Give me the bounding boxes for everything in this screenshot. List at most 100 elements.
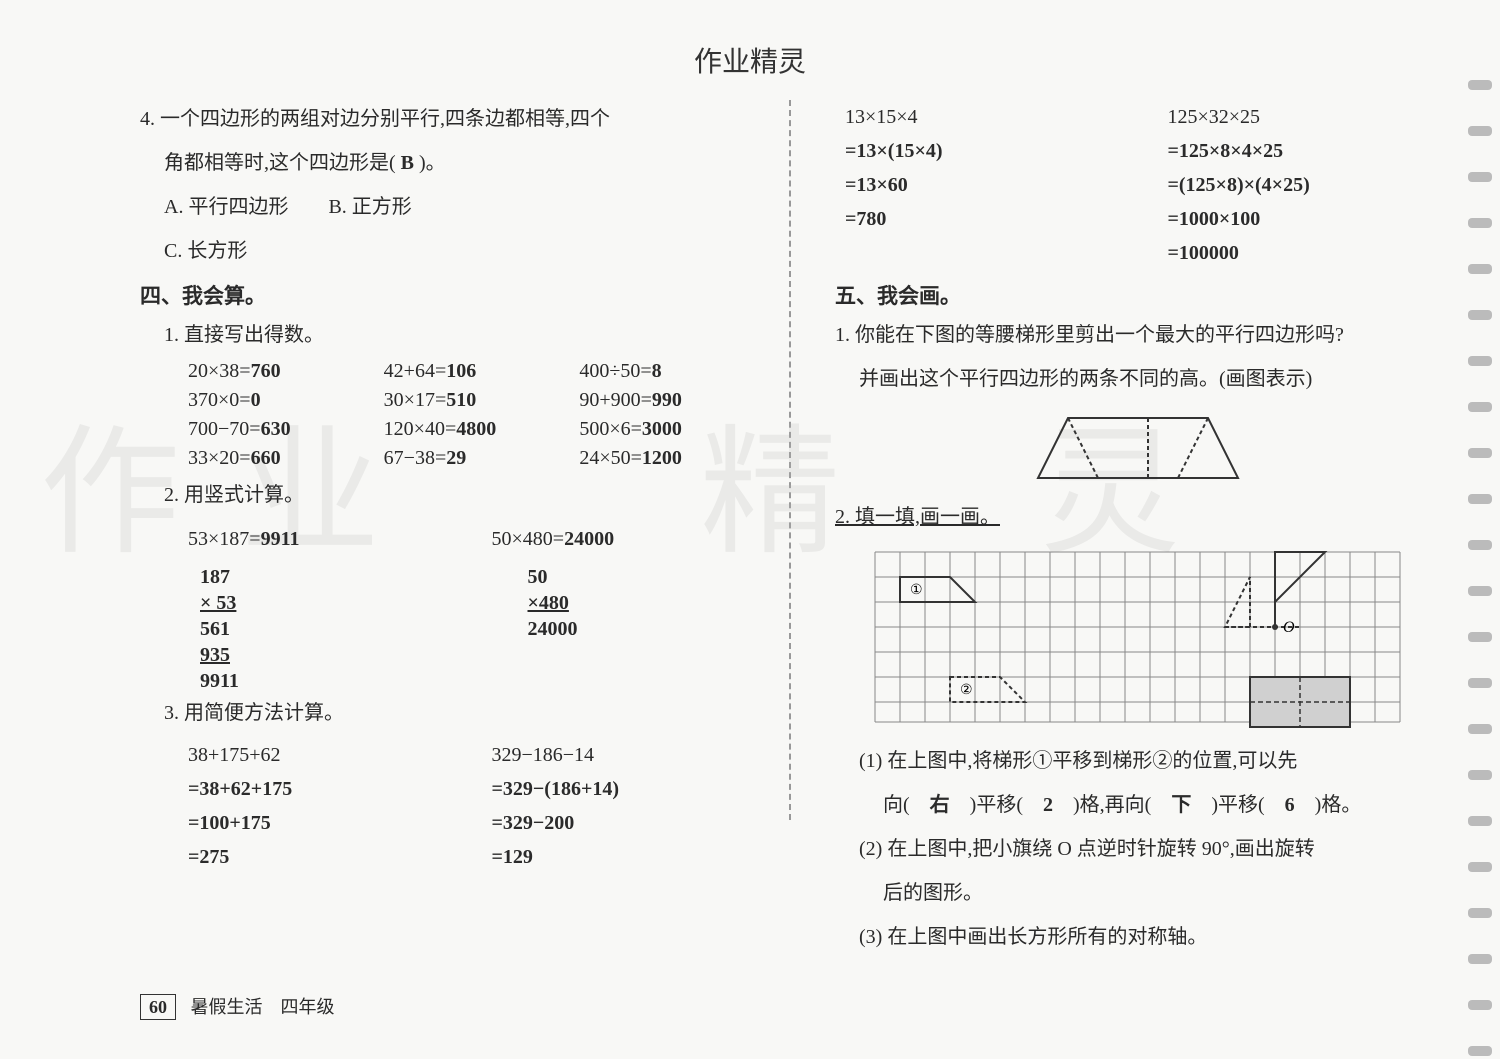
vline: 561 [200,616,418,642]
eq-row-3: 33×20=660 67−38=29 24×50=1200 [140,447,745,470]
sub2-title: 2. 用竖式计算。 [140,476,745,514]
vcalc-1: 187 × 53 561 935 9911 [140,564,418,694]
ans: 2 [1043,794,1053,816]
vcalc-2: 50 ×480 24000 [468,564,746,642]
ans: 下 [1171,794,1191,816]
vline: × 53 [200,592,236,614]
right-column: 13×15×4 =13×(15×4) =13×60 =780 125×32×25… [835,100,1440,962]
step: =100+175 [188,806,442,840]
q4-answer: B [401,152,414,174]
left-column: 4. 一个四边形的两组对边分别平行,四条边都相等,四个 角都相等时,这个四边形是… [140,100,745,962]
vline: 187 [200,564,418,590]
footer-label: 暑假生活 四年级 [191,997,335,1017]
vline: 9911 [200,668,418,694]
q5-2-1-line1: (1) 在上图中,将梯形①平移到梯形②的位置,可以先 [835,742,1440,780]
step: =13×60 [845,168,1118,202]
ans: 0 [251,389,261,411]
step: =(125×8)×(4×25) [1168,168,1441,202]
right-calcs: 13×15×4 =13×(15×4) =13×60 =780 125×32×25… [835,100,1440,270]
step: =275 [188,840,442,874]
ans: 3000 [642,418,682,440]
eq: 50×480= [492,528,565,550]
eq: 33×20= [188,447,251,469]
sub1-title: 1. 直接写出得数。 [140,316,745,354]
page-number: 60 [140,994,176,1020]
step: =125×8×4×25 [1168,134,1441,168]
q4-stem-line1: 4. 一个四边形的两组对边分别平行,四条边都相等,四个 [140,100,745,138]
ans: 右 [930,794,950,816]
vline: 50 [528,564,746,590]
q4-opt-a: A. 平行四边形 [164,196,288,218]
q5-2-title: 2. 填一填,画一画。 [835,498,1440,536]
eq: 67−38= [384,447,447,469]
label-1: ① [910,583,923,598]
ans: 4800 [456,418,496,440]
t: )格。 [1295,794,1362,816]
ans: 6 [1285,794,1295,816]
step: =1000×100 [1168,202,1441,236]
ans: 24000 [564,528,614,550]
t: )平移( [1191,794,1284,816]
q4-stem-line2: 角都相等时,这个四边形是( B )。 [140,144,745,182]
ans: 1200 [642,447,682,469]
eq: 24×50= [579,447,642,469]
ans: 9911 [261,528,300,550]
ans: 660 [251,447,281,469]
eq: 90+900= [579,389,652,411]
page-title: 作业精灵 [0,0,1500,80]
eq-row-0: 20×38=760 42+64=106 400÷50=8 [140,360,745,383]
q5-1-line2: 并画出这个平行四边形的两条不同的高。(画图表示) [835,360,1440,398]
eq-row-1: 370×0=0 30×17=510 90+900=990 [140,389,745,412]
vline: 24000 [528,616,746,642]
ans: 510 [446,389,476,411]
step: =38+62+175 [188,772,442,806]
eq: 370×0= [188,389,251,411]
label-o: O [1283,619,1295,636]
eq: 20×38= [188,360,251,382]
q5-2-2: (2) 在上图中,把小旗绕 O 点逆时针旋转 90°,画出旋转 [835,830,1440,868]
simple-calcs: 38+175+62 =38+62+175 =100+175 =275 329−1… [140,738,745,874]
q4-options-row1: A. 平行四边形 B. 正方形 [140,188,745,226]
vline: ×480 [528,592,569,614]
q5-2-2b: 后的图形。 [835,874,1440,912]
vline: 935 [200,644,230,666]
eq: 400÷50= [579,360,651,382]
vertical-calcs: 53×187=9911 187 × 53 561 935 9911 50×480… [140,520,745,694]
eq-row-2: 700−70=630 120×40=4800 500×6=3000 [140,418,745,441]
eq: 329−186−14 [492,738,746,772]
sub3-title: 3. 用简便方法计算。 [140,694,745,732]
spiral-binding-icon [1468,80,1492,1056]
ans: 990 [652,389,682,411]
ans: 760 [251,360,281,382]
eq: 42+64= [384,360,447,382]
page-content: 4. 一个四边形的两组对边分别平行,四条边都相等,四个 角都相等时,这个四边形是… [0,80,1500,982]
section-5-head: 五、我会画。 [835,280,1440,310]
step: =100000 [1168,236,1441,270]
trapezoid-figure [1028,408,1248,488]
t: 向( [883,794,930,816]
t: )格,再向( [1053,794,1171,816]
t: )平移( [950,794,1043,816]
step: =329−200 [492,806,746,840]
ans: 29 [446,447,466,469]
step: =13×(15×4) [845,134,1118,168]
eq: 700−70= [188,418,261,440]
ans: 630 [261,418,291,440]
q5-1-line1: 1. 你能在下图的等腰梯形里剪出一个最大的平行四边形吗? [835,316,1440,354]
q4-opt-c: C. 长方形 [140,232,745,270]
section-4-head: 四、我会算。 [140,280,745,310]
step: =780 [845,202,1118,236]
column-divider [789,100,791,820]
step: =329−(186+14) [492,772,746,806]
equation-grid: 20×38=760 42+64=106 400÷50=8 370×0=0 30×… [140,360,745,470]
page-footer: 60 暑假生活 四年级 [140,993,335,1019]
eq: 13×15×4 [845,100,1118,134]
ans: 8 [652,360,662,382]
eq: 125×32×25 [1168,100,1441,134]
step: =129 [492,840,746,874]
grid-figure: ① ② O [855,542,1415,732]
q5-2-1-line2: 向( 右 )平移( 2 )格,再向( 下 )平移( 6 )格。 [835,786,1440,824]
eq: 38+175+62 [188,738,442,772]
eq: 500×6= [579,418,642,440]
label-2: ② [960,683,973,698]
